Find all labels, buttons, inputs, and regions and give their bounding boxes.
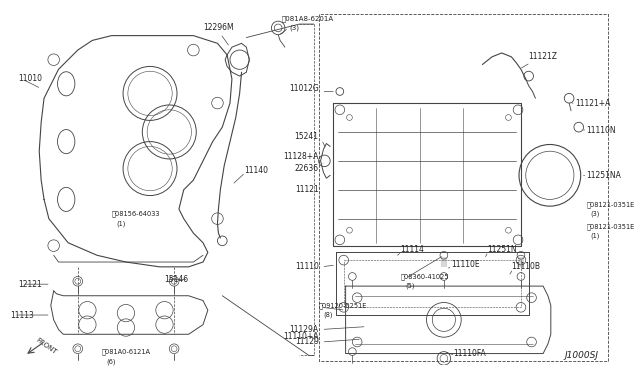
Text: (1): (1) [590,233,600,239]
Text: ⒲081A8-6201A: ⒲081A8-6201A [282,15,334,22]
Text: 12296M: 12296M [203,23,234,32]
Text: 11010: 11010 [18,74,42,83]
Text: 11110+A: 11110+A [283,332,319,341]
Text: (8): (8) [323,312,333,318]
Text: 11110B: 11110B [511,262,540,271]
Text: ⒲08121-0351E: ⒲08121-0351E [586,223,635,230]
Text: 11128+A: 11128+A [284,151,319,161]
Text: 11110N: 11110N [586,125,616,135]
Text: ⒲09120-0251E: ⒲09120-0251E [319,302,367,309]
Text: 12121: 12121 [18,280,42,289]
Text: 11251N: 11251N [487,245,517,254]
Text: 11012G: 11012G [289,84,319,93]
Text: 11110E: 11110E [452,260,480,269]
Text: ⒲08360-41025: ⒲08360-41025 [401,273,449,280]
Text: ⒲081A0-6121A: ⒲081A0-6121A [102,348,151,355]
Text: 11129: 11129 [295,337,319,346]
Text: (5): (5) [405,283,415,289]
Text: 11140: 11140 [244,166,268,175]
Text: (3): (3) [590,211,600,217]
Text: 11110: 11110 [295,262,319,271]
Text: 11121Z: 11121Z [529,52,557,61]
Text: 15241: 15241 [294,132,319,141]
Text: 11110FA: 11110FA [454,349,486,358]
Text: 11114: 11114 [401,245,424,254]
Text: ⒲08156-64033: ⒲08156-64033 [111,211,160,217]
Text: (1): (1) [116,220,125,227]
Text: 11251NA: 11251NA [586,171,621,180]
Text: (3): (3) [290,25,300,31]
Text: 15146: 15146 [164,275,189,284]
Text: 11121+A: 11121+A [575,99,611,108]
Text: J1000SJ: J1000SJ [564,351,598,360]
Text: (6): (6) [107,358,116,365]
Text: 11121: 11121 [295,185,319,194]
Text: 11129A: 11129A [289,325,319,334]
Text: 11113: 11113 [10,311,34,320]
Text: ⒲08121-0351E: ⒲08121-0351E [586,201,635,208]
Text: 22636: 22636 [294,164,319,173]
Text: FRONT: FRONT [35,337,57,355]
